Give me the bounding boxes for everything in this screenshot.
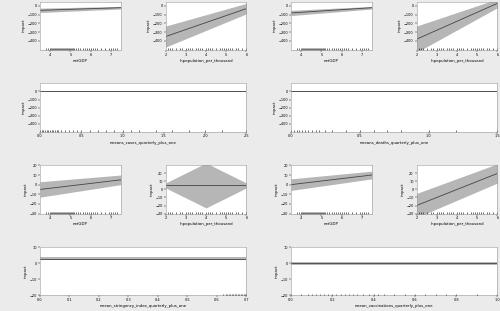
X-axis label: rmean_vaccinations_quarterly_plus_one: rmean_vaccinations_quarterly_plus_one [355,304,434,308]
Y-axis label: impact: impact [275,265,279,278]
X-axis label: netGDP: netGDP [324,58,339,63]
X-axis label: netGDP: netGDP [324,222,339,226]
X-axis label: lnpopulation_per_thousand: lnpopulation_per_thousand [430,58,484,63]
X-axis label: netGDP: netGDP [73,58,88,63]
Y-axis label: impact: impact [272,101,276,114]
Y-axis label: impact: impact [400,183,404,196]
X-axis label: rmean_stringency_index_quarterly_plus_one: rmean_stringency_index_quarterly_plus_on… [100,304,187,308]
X-axis label: lnpopulation_per_thousand: lnpopulation_per_thousand [430,222,484,226]
X-axis label: netGDP: netGDP [73,222,88,226]
Y-axis label: impact: impact [275,183,279,196]
X-axis label: lnpopulation_per_thousand: lnpopulation_per_thousand [179,222,233,226]
Y-axis label: impact: impact [22,19,26,32]
X-axis label: lnpopulation_per_thousand: lnpopulation_per_thousand [179,58,233,63]
Y-axis label: impact: impact [147,19,151,32]
Y-axis label: impact: impact [24,265,28,278]
Y-axis label: impact: impact [150,183,154,196]
Y-axis label: impact: impact [272,19,276,32]
Y-axis label: impact: impact [398,19,402,32]
X-axis label: rmeans_deaths_quarterly_plus_one: rmeans_deaths_quarterly_plus_one [360,141,429,145]
X-axis label: rmeans_cases_quarterly_plus_one: rmeans_cases_quarterly_plus_one [110,141,176,145]
Y-axis label: impact: impact [22,101,26,114]
Y-axis label: impact: impact [24,183,28,196]
